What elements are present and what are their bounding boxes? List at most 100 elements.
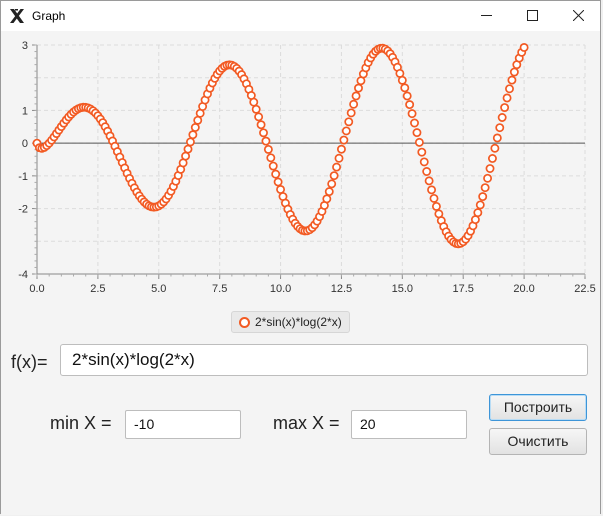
minimize-icon bbox=[481, 15, 492, 16]
data-point bbox=[397, 75, 407, 85]
data-point bbox=[185, 137, 195, 147]
data-point bbox=[276, 185, 286, 194]
data-point bbox=[431, 201, 441, 211]
data-point bbox=[405, 100, 415, 110]
data-point bbox=[492, 133, 502, 143]
data-point bbox=[183, 144, 193, 154]
data-point bbox=[419, 157, 429, 167]
chart-legend: 2*sin(x)*log(2*x) bbox=[231, 311, 350, 333]
data-point bbox=[327, 179, 337, 189]
y-tick-label: 1 bbox=[22, 105, 28, 117]
data-point bbox=[400, 83, 410, 93]
data-point bbox=[412, 128, 422, 138]
clear-button[interactable]: Очистить bbox=[489, 428, 587, 455]
max-x-input[interactable]: 20 bbox=[351, 410, 467, 439]
data-point bbox=[410, 118, 419, 128]
data-point bbox=[473, 208, 483, 218]
x-tick-label: 15.0 bbox=[392, 283, 413, 295]
data-point bbox=[322, 194, 332, 204]
data-point bbox=[251, 104, 261, 114]
data-point bbox=[254, 112, 264, 122]
data-point bbox=[268, 161, 278, 171]
data-point bbox=[256, 120, 266, 130]
plot-button[interactable]: Построить bbox=[489, 394, 587, 421]
y-tick-label: 0 bbox=[22, 138, 28, 150]
data-point bbox=[427, 185, 437, 195]
data-point bbox=[266, 153, 276, 163]
x-tick-label: 0.0 bbox=[29, 283, 44, 295]
minimize-button[interactable] bbox=[464, 1, 510, 31]
data-point bbox=[407, 109, 417, 119]
data-point bbox=[429, 193, 439, 203]
y-tick-label: -2 bbox=[18, 204, 28, 216]
y-tick-label: -1 bbox=[18, 171, 28, 183]
min-x-input[interactable]: -10 bbox=[125, 410, 241, 439]
maximize-icon bbox=[527, 10, 538, 21]
data-point bbox=[249, 97, 259, 107]
data-point bbox=[490, 143, 500, 153]
data-point bbox=[470, 215, 480, 225]
data-point bbox=[519, 42, 529, 52]
data-point bbox=[261, 136, 271, 146]
function-input[interactable]: 2*sin(x)*log(2*x) bbox=[60, 344, 588, 376]
maximize-button[interactable] bbox=[510, 1, 556, 31]
data-point bbox=[329, 171, 339, 181]
max-x-label: max X = bbox=[273, 413, 340, 433]
x-tick-label: 2.5 bbox=[90, 283, 105, 295]
title-bar: Graph bbox=[1, 1, 600, 31]
data-point bbox=[500, 103, 510, 113]
x-tick-label: 20.0 bbox=[513, 283, 534, 295]
data-point bbox=[480, 183, 490, 193]
data-point bbox=[263, 144, 273, 154]
data-point bbox=[346, 108, 356, 118]
data-point bbox=[273, 177, 283, 187]
data-point bbox=[336, 144, 346, 154]
data-point bbox=[344, 117, 354, 127]
data-point bbox=[190, 123, 200, 132]
close-button[interactable] bbox=[556, 1, 602, 31]
data-point bbox=[259, 128, 268, 138]
data-point bbox=[414, 137, 424, 147]
data-point bbox=[271, 169, 281, 179]
data-point bbox=[485, 164, 495, 173]
x-tick-label: 22.5 bbox=[574, 283, 595, 295]
data-point bbox=[509, 67, 519, 77]
x-tick-label: 12.5 bbox=[331, 283, 352, 295]
data-point bbox=[478, 192, 488, 202]
data-point bbox=[351, 91, 361, 101]
y-tick-label: -4 bbox=[18, 269, 28, 281]
y-tick-label: 3 bbox=[22, 40, 28, 52]
data-point bbox=[349, 99, 359, 109]
x-tick-label: 10.0 bbox=[270, 283, 291, 295]
data-point bbox=[505, 84, 514, 94]
data-point bbox=[332, 162, 342, 172]
x-tick-label: 17.5 bbox=[453, 283, 474, 295]
data-point bbox=[402, 91, 412, 101]
data-point bbox=[181, 151, 191, 161]
data-point bbox=[188, 130, 198, 140]
data-point bbox=[507, 75, 517, 85]
data-point bbox=[324, 187, 334, 197]
data-point bbox=[495, 123, 505, 133]
min-x-label: min X = bbox=[50, 413, 112, 433]
data-point bbox=[475, 200, 485, 210]
data-point bbox=[334, 153, 344, 163]
data-point bbox=[497, 113, 507, 122]
data-point bbox=[422, 167, 432, 176]
main-content: 0.0 2.5 5.0 7.5 10.0 12.5 15.0 17.5 20.0 22.5 3 1 0 -… bbox=[1, 31, 600, 515]
data-point bbox=[339, 135, 349, 145]
data-point bbox=[483, 173, 493, 183]
data-point bbox=[354, 83, 363, 93]
data-point bbox=[424, 176, 434, 186]
window-title: Graph bbox=[32, 9, 66, 23]
data-point bbox=[502, 93, 512, 103]
x-tick-label: 5.0 bbox=[151, 283, 166, 295]
data-point bbox=[341, 126, 351, 136]
legend-label: 2*sin(x)*log(2*x) bbox=[255, 315, 342, 329]
data-point bbox=[193, 115, 203, 125]
legend-marker-icon bbox=[239, 316, 250, 328]
data-point bbox=[487, 154, 497, 163]
function-chart: 0.0 2.5 5.0 7.5 10.0 12.5 15.0 17.5 20.0 22.5 3 1 0 -… bbox=[18, 40, 595, 295]
data-point bbox=[417, 147, 427, 157]
